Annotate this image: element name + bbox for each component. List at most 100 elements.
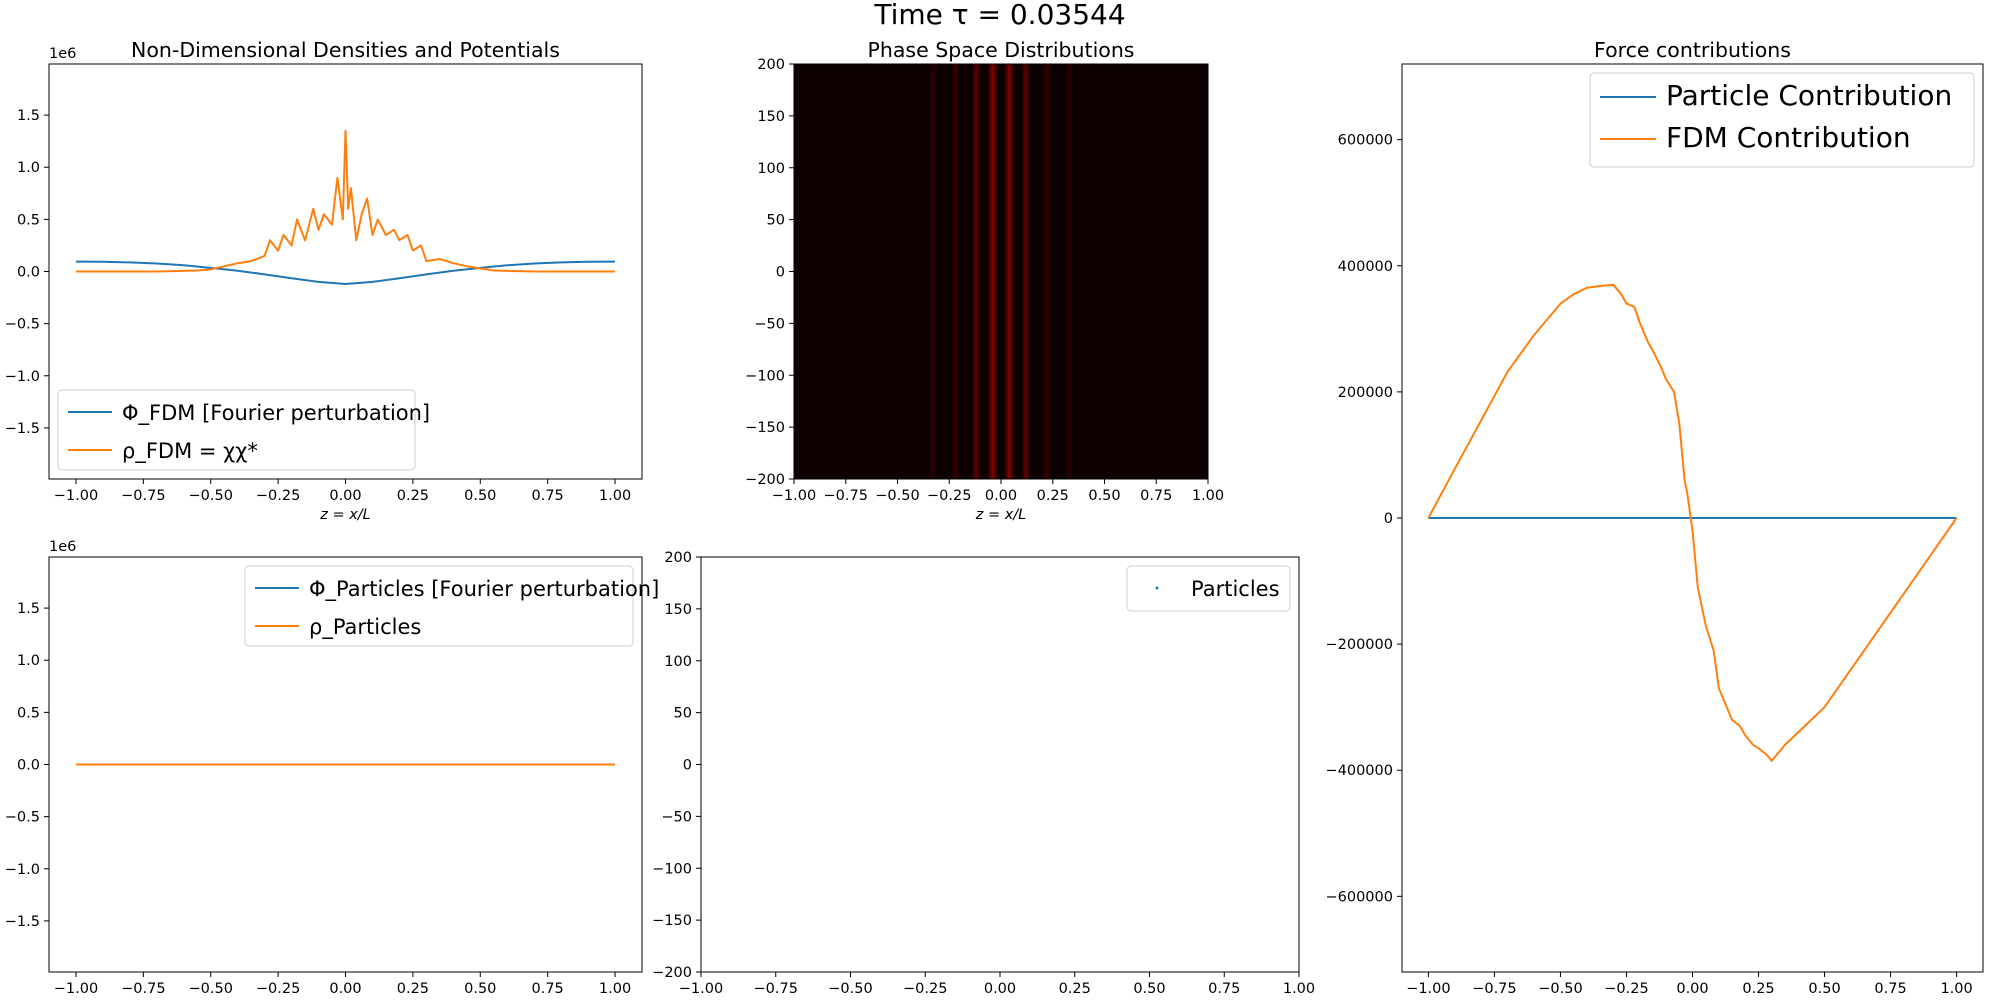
y-tick-label: 0: [776, 265, 785, 281]
legend-label: ρ_FDM = χχ*: [122, 439, 258, 464]
y-tick-label: −200000: [1325, 637, 1393, 653]
y-tick-label: 1.5: [17, 601, 40, 617]
y-tick-label: 200000: [1338, 385, 1393, 401]
x-tick-label: −0.75: [121, 488, 165, 504]
x-tick-label: 1.00: [1940, 981, 1972, 997]
figure-suptitle: Time τ = 0.03544: [873, 0, 1125, 31]
y-tick-label: 0: [683, 758, 692, 774]
x-tick-label: −1.00: [54, 981, 98, 997]
phase-space-particles-axes: −1.00 −0.75 −0.50 −0.25 0.00 0.25 0.50 0.75 1.00…: [652, 550, 1315, 997]
x-tick-label: −0.50: [875, 488, 919, 504]
legend-label: ρ_Particles: [309, 615, 421, 640]
y-tick-label: 1.0: [17, 653, 40, 669]
densities-particles-axes: −1.00 −0.75 −0.50 −0.25 0.00 0.25 0.50 0.75 1.00…: [5, 539, 660, 997]
x-tick-label: 1.00: [599, 981, 631, 997]
heatmap-band: [928, 64, 937, 479]
x-tick-label: −1.00: [772, 488, 816, 504]
series-line-0: [75, 260, 616, 285]
heatmap-band: [951, 64, 960, 479]
x-tick-label: −0.25: [927, 488, 971, 504]
y-tick-label: −1.0: [5, 369, 40, 385]
x-tick-label: 0.50: [1088, 488, 1120, 504]
x-tick-label: 0.50: [464, 488, 496, 504]
x-tick-label: 0.00: [1676, 981, 1708, 997]
legend-marker: [1155, 586, 1159, 590]
x-tick-label: 1.00: [1283, 981, 1315, 997]
y-tick-label: 0: [1384, 511, 1393, 527]
legend-label: Φ_Particles [Fourier perturbation]: [309, 577, 659, 602]
y-tick-label: 200: [664, 550, 692, 566]
x-tick-label: 0.25: [397, 488, 429, 504]
heatmap-band: [1042, 64, 1051, 479]
x-tick-label: −0.50: [189, 488, 233, 504]
legend-frame: [1589, 72, 1975, 168]
legend-frame: [57, 389, 416, 471]
y-tick-label: −400000: [1325, 763, 1393, 779]
heatmap-band: [1065, 64, 1074, 479]
x-tick-label: −0.75: [824, 488, 868, 504]
y-tick-label: 150: [757, 109, 785, 125]
y-tick-label: 100: [757, 161, 785, 177]
y-tick-label: −200: [652, 965, 692, 981]
x-tick-label: −0.25: [256, 981, 300, 997]
y-tick-label: −0.5: [5, 317, 40, 333]
y-tick-label: 0.5: [17, 705, 40, 721]
x-tick-label: 0.75: [1208, 981, 1240, 997]
x-tick-label: 0.75: [532, 981, 564, 997]
x-tick-label: −0.75: [754, 981, 798, 997]
x-tick-label: 0.25: [1059, 981, 1091, 997]
y-tick-label: −100: [745, 368, 785, 384]
y-tick-label: −100: [652, 861, 692, 877]
x-tick-label: −0.25: [903, 981, 947, 997]
y-tick-label: 600000: [1338, 133, 1393, 149]
y-tick-label: −150: [745, 420, 785, 436]
x-tick-label: −1.00: [679, 981, 723, 997]
x-tick-label: 0.00: [985, 488, 1017, 504]
heatmap-background: [794, 64, 1208, 479]
x-tick-label: −1.00: [1406, 981, 1450, 997]
legend: Φ_FDM [Fourier perturbation] ρ_FDM = χχ*: [57, 389, 430, 471]
legend-frame: [244, 565, 634, 647]
x-tick-label: 0.00: [984, 981, 1016, 997]
axes-frame: [700, 556, 1300, 973]
x-tick-label: 0.75: [532, 488, 564, 504]
x-tick-label: −0.75: [121, 981, 165, 997]
y-tick-label: 1.0: [17, 160, 40, 176]
x-tick-label: −0.50: [1538, 981, 1582, 997]
x-tick-label: 0.75: [1140, 488, 1172, 504]
x-tick-label: 0.75: [1874, 981, 1906, 997]
x-tick-label: −0.50: [828, 981, 872, 997]
y-tick-label: −150: [652, 913, 692, 929]
y-tick-label: −200: [745, 472, 785, 488]
x-tick-label: −0.75: [1472, 981, 1516, 997]
x-tick-label: −0.50: [189, 981, 233, 997]
y-offset-label: 1e6: [49, 46, 76, 62]
x-tick-label: −1.00: [54, 488, 98, 504]
y-tick-label: 400000: [1338, 259, 1393, 275]
y-tick-label: −50: [754, 316, 785, 332]
x-tick-label: 0.25: [397, 981, 429, 997]
densities-fdm-axes: −1.00 −0.75 −0.50 −0.25 0.00 0.25 0.50 0.75 1.0 0…: [5, 38, 643, 523]
x-tick-label: 1.00: [1192, 488, 1224, 504]
y-tick-label: 0.0: [17, 758, 40, 774]
legend-frame: [1126, 565, 1291, 612]
axes-title: Non-Dimensional Densities and Potentials: [131, 38, 560, 62]
x-tick-label: 0.00: [329, 981, 361, 997]
x-axis-label: z = x/L: [975, 507, 1027, 523]
x-tick-label: 0.00: [329, 488, 361, 504]
legend: Particle Contribution FDM Contribution: [1589, 72, 1975, 168]
legend-label: Φ_FDM [Fourier perturbation]: [122, 401, 430, 426]
x-tick-label: 0.50: [464, 981, 496, 997]
phase-space-fdm-axes: −1.00 −0.75 −0.50 −0.25 0.00 0.25 0.50 0.75 1.00…: [745, 38, 1224, 523]
y-tick-label: 0.0: [17, 265, 40, 281]
axes-title: Phase Space Distributions: [868, 38, 1135, 62]
legend: Φ_Particles [Fourier perturbation] ρ_Part…: [244, 565, 659, 647]
axes-title: Force contributions: [1594, 38, 1791, 62]
series-line-1: [76, 129, 615, 273]
y-tick-label: 50: [767, 213, 785, 229]
x-tick-label: 0.25: [1742, 981, 1774, 997]
y-tick-label: 1.5: [17, 108, 40, 124]
x-tick-label: −0.25: [256, 488, 300, 504]
x-tick-label: −0.25: [1604, 981, 1648, 997]
